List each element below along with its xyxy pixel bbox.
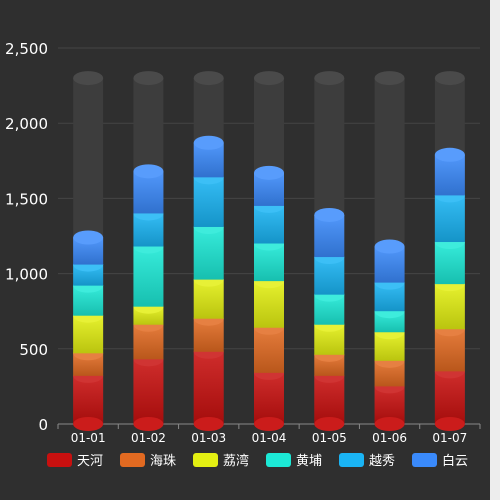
bar-segment[interactable] <box>133 359 164 424</box>
bar-base-cap <box>133 417 164 431</box>
x-tick-label: 01-03 <box>191 431 226 445</box>
x-tick-label: 01-07 <box>432 431 467 445</box>
background-cylinder-cap <box>434 71 465 86</box>
bar-column[interactable] <box>133 71 164 431</box>
legend-swatch <box>412 453 437 467</box>
legend-swatch <box>120 453 145 467</box>
bar-column[interactable] <box>73 71 104 431</box>
bar-segment[interactable] <box>314 375 345 424</box>
legend-label: 越秀 <box>369 454 395 469</box>
legend-swatch <box>339 453 364 467</box>
bars-layer <box>73 71 465 431</box>
bar-segment[interactable] <box>434 329 465 372</box>
bar-column[interactable] <box>254 71 284 431</box>
x-tick-label: 01-05 <box>312 431 347 445</box>
y-tick-label: 2,000 <box>5 115 48 133</box>
y-tick-label: 1,500 <box>5 190 48 208</box>
bar-segment-cap <box>73 230 104 245</box>
bar-segment-cap <box>193 135 224 150</box>
bar-segment-cap <box>314 207 345 222</box>
x-tick-label: 01-04 <box>252 431 287 445</box>
bar-segment-cap <box>133 164 164 179</box>
bar-segment[interactable] <box>434 284 465 330</box>
y-axis: 0 500 1,000 1,500 2,000 2,500 <box>5 40 48 434</box>
background-cylinder-cap <box>314 71 345 86</box>
x-tick-label: 01-01 <box>71 431 106 445</box>
bar-base-cap <box>374 417 405 431</box>
bar-column[interactable] <box>374 71 405 431</box>
legend-swatch <box>193 453 218 467</box>
bar-segment[interactable] <box>193 351 224 424</box>
legend-swatch <box>47 453 72 467</box>
legend-label: 天河 <box>77 454 103 469</box>
legend-label: 海珠 <box>150 454 176 469</box>
page-edge <box>490 0 500 500</box>
bar-base-cap <box>73 417 104 431</box>
background-cylinder-cap <box>73 71 104 86</box>
x-tick-label: 01-02 <box>131 431 166 445</box>
bar-segment[interactable] <box>314 214 345 258</box>
bar-segment[interactable] <box>193 226 224 280</box>
bar-segment[interactable] <box>254 281 284 328</box>
y-tick-label: 2,500 <box>5 40 48 58</box>
bar-segment[interactable] <box>434 371 465 424</box>
bar-column[interactable] <box>193 71 224 431</box>
legend-item[interactable]: 白云 <box>412 453 468 469</box>
bar-segment[interactable] <box>434 195 465 243</box>
bar-segment-cap <box>254 165 284 180</box>
legend-swatch <box>266 453 291 467</box>
background-cylinder-cap <box>374 71 405 86</box>
bar-segment[interactable] <box>133 171 164 214</box>
bar-segment-cap <box>434 147 465 162</box>
bar-base-cap <box>314 417 345 431</box>
legend-item[interactable]: 荔湾 <box>193 453 249 469</box>
background-cylinder-cap <box>193 71 224 86</box>
legend-item[interactable]: 越秀 <box>339 453 395 469</box>
bar-base-cap <box>434 417 465 431</box>
legend-item[interactable]: 天河 <box>47 453 103 469</box>
bar-segment-cap <box>374 239 405 254</box>
legend-label: 白云 <box>442 453 468 469</box>
y-tick-label: 500 <box>19 341 48 359</box>
bar-segment[interactable] <box>434 242 465 285</box>
bar-segment[interactable] <box>133 246 164 307</box>
x-tick-label: 01-06 <box>372 431 407 445</box>
legend-label: 黄埔 <box>296 454 322 469</box>
legend-item[interactable]: 黄埔 <box>266 453 322 469</box>
legend-item[interactable]: 海珠 <box>120 453 176 469</box>
legend: 天河 海珠 荔湾 黄埔 越秀 白云 <box>47 453 468 469</box>
y-tick-label: 1,000 <box>5 266 48 284</box>
bar-segment[interactable] <box>193 177 224 227</box>
bar-column[interactable] <box>314 71 345 431</box>
bar-column[interactable] <box>434 71 465 431</box>
bar-base-cap <box>254 417 284 431</box>
y-tick-label: 0 <box>38 416 48 434</box>
bar-base-cap <box>193 417 224 431</box>
bar-segment[interactable] <box>254 327 284 373</box>
bar-segment[interactable] <box>254 372 284 424</box>
background-cylinder-cap <box>133 71 164 86</box>
background-cylinder-cap <box>254 71 284 86</box>
legend-label: 荔湾 <box>223 453 249 469</box>
bar-segment[interactable] <box>73 375 104 424</box>
